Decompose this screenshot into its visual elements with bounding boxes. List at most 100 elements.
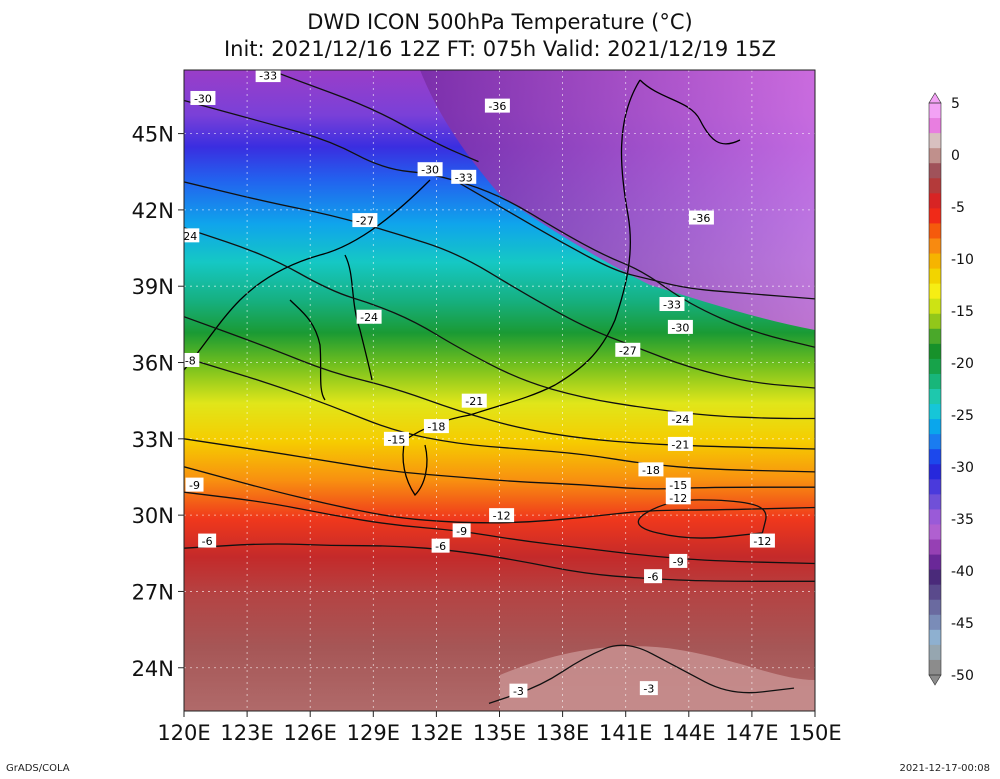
isotherm-label-15: -18 <box>423 419 449 434</box>
colorbar-swatch-14 <box>929 313 941 330</box>
colorbar-swatch-4 <box>929 163 941 179</box>
colorbar-swatch-30 <box>929 554 941 571</box>
colorbar-swatch-26 <box>929 494 941 511</box>
isotherm-label-bg <box>431 538 450 553</box>
colorbar-swatch-34 <box>929 614 941 631</box>
isotherm-label-1: -30 <box>190 90 216 105</box>
isotherm-label-text: -30 <box>421 164 439 177</box>
colorbar-swatch-37 <box>929 659 941 676</box>
isotherm-label-bg <box>423 419 449 434</box>
colorbar-label-10: -45 <box>951 616 974 632</box>
lat-tick-label-5: 39N <box>132 275 174 299</box>
colorbar-label-0: 5 <box>951 96 960 112</box>
isotherm-label-text: -24 <box>360 311 378 324</box>
warm-region-south <box>500 646 815 711</box>
isotherm--30-1 <box>184 99 815 348</box>
isotherm-label-bg <box>352 213 378 228</box>
colorbar-swatch-8 <box>929 223 941 240</box>
isotherm-label-text: -21 <box>671 438 689 451</box>
isotherm-label-text: -33 <box>259 70 277 83</box>
isotherm-label-bg <box>638 462 664 477</box>
colorbar-swatch-21 <box>929 419 941 435</box>
colorbar-swatch-18 <box>929 373 941 390</box>
isotherm-label-bg <box>198 533 217 548</box>
isotherm-label-22: -12 <box>489 508 515 523</box>
isotherm-label-4: -33 <box>451 169 477 184</box>
lat-tick-label-1: 27N <box>132 580 174 604</box>
isotherm-label-text: -36 <box>488 100 506 113</box>
isotherm-label-13: -21 <box>461 393 487 408</box>
lat-tick-label-2: 30N <box>132 504 174 528</box>
colorbar-swatch-31 <box>929 569 941 586</box>
coastlines <box>184 79 741 497</box>
colorbar-swatch-7 <box>929 208 941 225</box>
lon-tick-label-3: 129E <box>347 721 400 745</box>
map-axes: 120E 123E 126E 129E 132E 135E 138E 141E 144E 147E… <box>132 123 842 745</box>
colorbar-swatch-15 <box>929 328 941 345</box>
isotherm-label-bg <box>484 98 510 113</box>
isotherm-label-text: -3 <box>513 685 524 698</box>
isotherm-label-text: -8 <box>185 354 196 367</box>
isotherm-label-text: -21 <box>465 395 483 408</box>
isotherm-label-17: -21 <box>667 436 693 451</box>
isotherm-label-28: -6 <box>644 569 663 584</box>
colorbar-label-7: -30 <box>951 460 974 476</box>
isotherm-label-text: -15 <box>669 479 687 492</box>
lon-tick-label-1: 123E <box>220 721 273 745</box>
isotherm-label-text: -9 <box>673 555 684 568</box>
colorbar-label-2: -5 <box>951 200 965 216</box>
colorbar-swatch-10 <box>929 253 941 270</box>
lon-tick-label-8: 144E <box>662 721 715 745</box>
colorbar-swatch-24 <box>929 464 941 480</box>
isotherm-label-27: -9 <box>669 553 688 568</box>
isotherm-label-text: -9 <box>456 525 467 538</box>
isotherm-label-24: -12 <box>749 533 775 548</box>
isotherm-label-text: -6 <box>648 571 659 584</box>
isotherm-label-bg <box>669 553 688 568</box>
isotherm-label-bg <box>688 210 714 225</box>
colorbar-label-8: -35 <box>951 512 974 528</box>
lon-tick-label-2: 126E <box>284 721 337 745</box>
isotherm-label-text: -9 <box>189 479 200 492</box>
isotherm-label-2: -36 <box>484 98 510 113</box>
lon-tick-label-10: 150E <box>788 721 841 745</box>
colorbar-swatch-5 <box>929 178 941 194</box>
isotherm-label-bg <box>667 436 693 451</box>
isotherm-label-bg <box>665 490 691 505</box>
colorbar-swatch-17 <box>929 358 941 375</box>
colorbar-swatch-33 <box>929 599 941 616</box>
isotherm-label-bg <box>452 523 471 538</box>
isotherm-label-text: -12 <box>753 535 771 548</box>
colorbar-swatch-19 <box>929 389 941 405</box>
colorbar-swatch-29 <box>929 539 941 556</box>
isotherm-label-text: -30 <box>671 321 689 334</box>
colorbar-swatch-2 <box>929 133 941 149</box>
isotherm-label-23: -9 <box>452 523 471 538</box>
isotherm--6-11 <box>184 543 815 582</box>
isotherm--12-9 <box>637 499 767 539</box>
colorbar-label-11: -50 <box>951 668 974 684</box>
chart-title: DWD ICON 500hPa Temperature (°C) <box>307 10 693 34</box>
isotherm-label-text: -18 <box>427 421 445 434</box>
isotherm-label-bg <box>615 342 641 357</box>
isotherm-label-text: -27 <box>356 215 374 228</box>
isotherm-label-bg <box>509 683 528 698</box>
isotherm-labels: -33 -30 -36 -30 -33 -27 -36 24 -24 -33 -30 -27 -8 -21… <box>184 70 775 698</box>
colorbar-swatch-3 <box>929 148 941 164</box>
isotherm-label-text: -15 <box>387 433 405 446</box>
lon-tick-label-5: 135E <box>473 721 526 745</box>
isotherm-label-text: -36 <box>692 212 710 225</box>
isotherm-label-text: -12 <box>493 510 511 523</box>
colorbar-swatch-1 <box>929 118 941 134</box>
isotherm-label-bg <box>356 309 382 324</box>
isotherm-label-bg <box>489 508 515 523</box>
isotherm-label-bg <box>665 477 691 492</box>
colorbar-swatch-16 <box>929 343 941 360</box>
isotherm-label-text: -12 <box>669 492 687 505</box>
isotherm--12-8 <box>184 466 815 524</box>
colorbar: 5 0 -5 -10 -15 -20 -25 -30 -35 -40 -45 -50 <box>928 92 974 686</box>
isotherm-label-bg <box>190 90 216 105</box>
isotherm-label-bg <box>461 393 487 408</box>
isotherm-label-bg <box>417 162 443 177</box>
